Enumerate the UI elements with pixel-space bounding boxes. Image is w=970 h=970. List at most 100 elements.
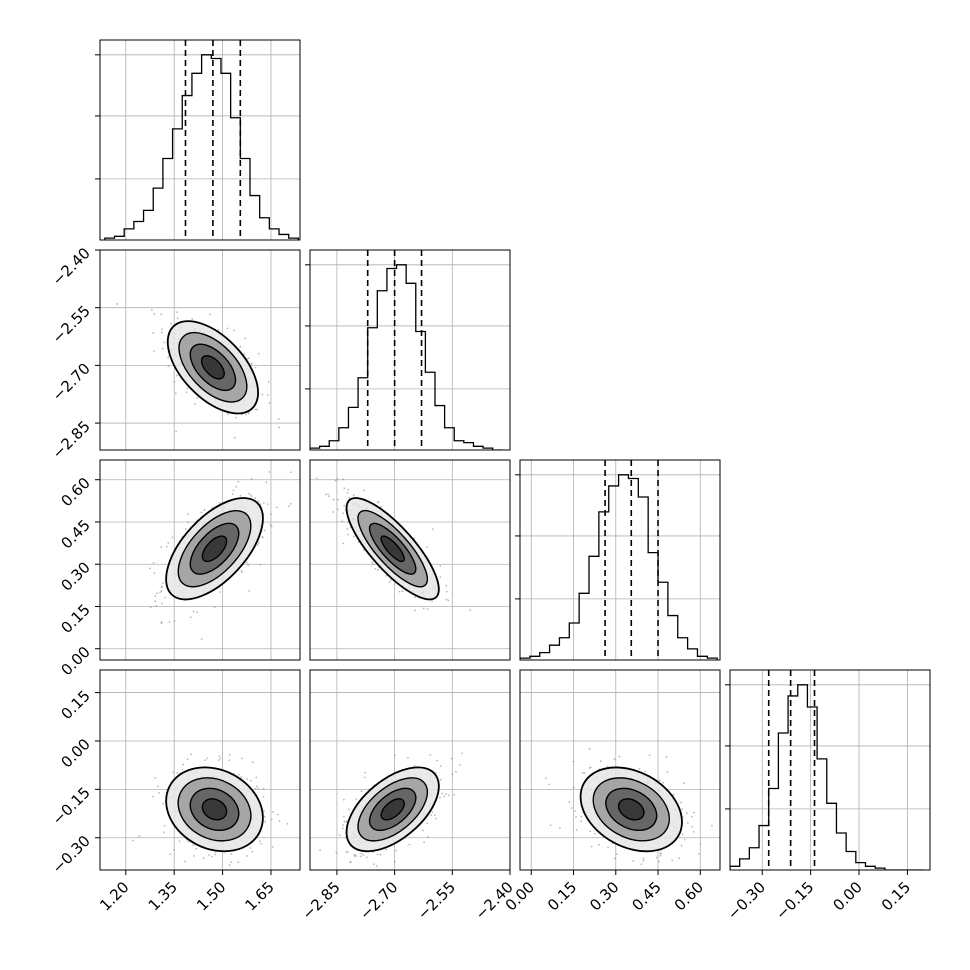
scatter-point <box>257 500 260 503</box>
scatter-point <box>575 816 577 818</box>
scatter-point <box>434 817 437 820</box>
scatter-point <box>213 606 216 609</box>
scatter-point <box>171 536 174 539</box>
scatter-point <box>153 572 156 575</box>
scatter-point <box>235 485 238 488</box>
scatter-point <box>167 365 170 368</box>
scatter-point <box>342 815 345 818</box>
scatter-point <box>433 814 436 817</box>
contour-fill-0 <box>202 536 227 562</box>
scatter-point <box>262 795 265 798</box>
scatter-point <box>266 394 269 396</box>
scatter-point <box>263 815 266 818</box>
scatter-point <box>260 842 263 845</box>
contour-fill-0 <box>381 798 405 820</box>
scatter-point <box>422 829 424 832</box>
scatter-point <box>163 341 165 344</box>
hist-step-3 <box>730 684 924 870</box>
scatter-point <box>270 525 273 528</box>
scatter-point <box>445 598 448 601</box>
contour-fill-0 <box>202 798 227 820</box>
scatter-point <box>160 622 163 625</box>
contour-line-2 <box>357 777 429 842</box>
panel-frame <box>729 669 931 871</box>
scatter-point <box>167 542 170 544</box>
scatter-point <box>186 387 189 390</box>
scatter-point <box>187 521 190 524</box>
scatter-point <box>160 313 163 316</box>
y-tick-label: −2.55 <box>49 302 94 347</box>
scatter-point <box>261 393 264 396</box>
scatter-point <box>250 363 253 365</box>
scatter-point <box>439 778 442 781</box>
scatter-point <box>160 586 163 589</box>
scatter-point <box>231 493 234 496</box>
scatter-point <box>347 488 350 491</box>
panel-frame <box>99 249 301 451</box>
scatter-point <box>355 798 357 801</box>
scatter-point <box>167 356 169 359</box>
scatter-point <box>439 796 441 799</box>
scatter-point <box>232 489 235 492</box>
scatter-point <box>580 815 583 818</box>
contour-line-2 <box>177 777 252 842</box>
y-tick-label: 0.00 <box>57 643 93 679</box>
scatter-point <box>680 801 682 804</box>
scatter-point <box>264 820 266 823</box>
scatter-point <box>245 561 248 564</box>
scatter-point <box>334 479 337 482</box>
scatter-point <box>191 318 194 320</box>
y-tick-label: −0.15 <box>49 783 94 828</box>
scatter-point <box>195 847 198 850</box>
scatter-point <box>401 590 404 593</box>
scatter-point <box>237 480 240 483</box>
scatter-point <box>240 569 243 572</box>
scatter-point <box>445 584 448 587</box>
scatter-point <box>600 760 602 763</box>
scatter-point <box>436 759 438 762</box>
scatter-point <box>711 824 713 827</box>
scatter-point <box>173 848 175 851</box>
scatter-point <box>154 595 157 597</box>
scatter-point <box>190 753 192 756</box>
x-tick-label: 1.35 <box>145 878 181 914</box>
scatter-point <box>246 855 248 857</box>
scatter-point <box>158 791 160 794</box>
scatter-point <box>239 494 242 497</box>
scatter-point <box>161 602 163 605</box>
scatter-point <box>348 497 351 499</box>
scatter-point <box>598 843 600 846</box>
x-tick-label: 0.00 <box>830 878 866 914</box>
scatter-point <box>182 763 185 766</box>
scatter-point <box>187 513 190 515</box>
scatter-point <box>727 787 729 789</box>
scatter-point <box>266 503 269 506</box>
scatter-point <box>187 840 190 843</box>
pair-panel-3-0: −0.30−0.15 0.00 0.15 <box>49 669 301 877</box>
scatter-point <box>341 520 344 523</box>
scatter-point <box>693 811 695 814</box>
panel-frame <box>309 669 511 871</box>
scatter-point <box>270 818 273 821</box>
scatter-point <box>250 477 253 480</box>
scatter-point <box>640 863 643 866</box>
scatter-point <box>148 567 151 570</box>
scatter-point <box>255 776 258 779</box>
scatter-point <box>683 782 685 785</box>
scatter-point <box>385 848 388 851</box>
scatter-point <box>228 754 231 756</box>
hist-step-2 <box>520 474 718 660</box>
contour-line-3 <box>345 497 440 601</box>
scatter-point <box>613 758 616 761</box>
scatter-point <box>426 546 429 549</box>
scatter-point <box>152 795 154 798</box>
contour-line-1 <box>189 343 237 392</box>
scatter-point <box>184 528 187 530</box>
scatter-point <box>262 787 265 790</box>
contour-fill-0 <box>381 536 405 562</box>
panel-frame <box>309 249 511 451</box>
scatter-point <box>352 494 355 497</box>
scatter-point <box>324 493 327 496</box>
scatter-point <box>170 322 172 325</box>
scatter-point <box>268 402 271 405</box>
